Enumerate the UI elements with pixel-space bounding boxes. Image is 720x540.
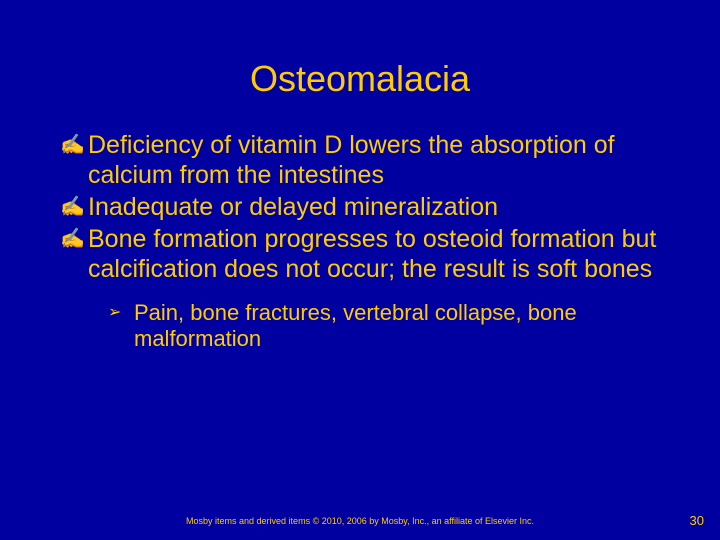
bullet-item: ✍ Inadequate or delayed mineralization (60, 192, 670, 222)
bullet-glyph-icon: ✍ (60, 224, 88, 254)
slide: Osteomalacia ✍ Deficiency of vitamin D l… (0, 0, 720, 540)
sub-bullet-text: Pain, bone fractures, vertebral collapse… (134, 300, 670, 352)
sub-bullet-glyph-icon: ➢ (108, 300, 134, 326)
sub-bullet-item: ➢ Pain, bone fractures, vertebral collap… (108, 300, 670, 352)
page-number: 30 (690, 513, 704, 528)
copyright-footer: Mosby items and derived items © 2010, 20… (0, 516, 720, 526)
bullet-glyph-icon: ✍ (60, 130, 88, 160)
bullet-text: Deficiency of vitamin D lowers the absor… (88, 130, 670, 190)
slide-body: ✍ Deficiency of vitamin D lowers the abs… (0, 130, 720, 352)
slide-title: Osteomalacia (0, 0, 720, 130)
bullet-item: ✍ Bone formation progresses to osteoid f… (60, 224, 670, 284)
sub-bullet-list: ➢ Pain, bone fractures, vertebral collap… (60, 286, 670, 352)
bullet-text: Inadequate or delayed mineralization (88, 192, 670, 222)
bullet-glyph-icon: ✍ (60, 192, 88, 222)
bullet-item: ✍ Deficiency of vitamin D lowers the abs… (60, 130, 670, 190)
bullet-text: Bone formation progresses to osteoid for… (88, 224, 670, 284)
